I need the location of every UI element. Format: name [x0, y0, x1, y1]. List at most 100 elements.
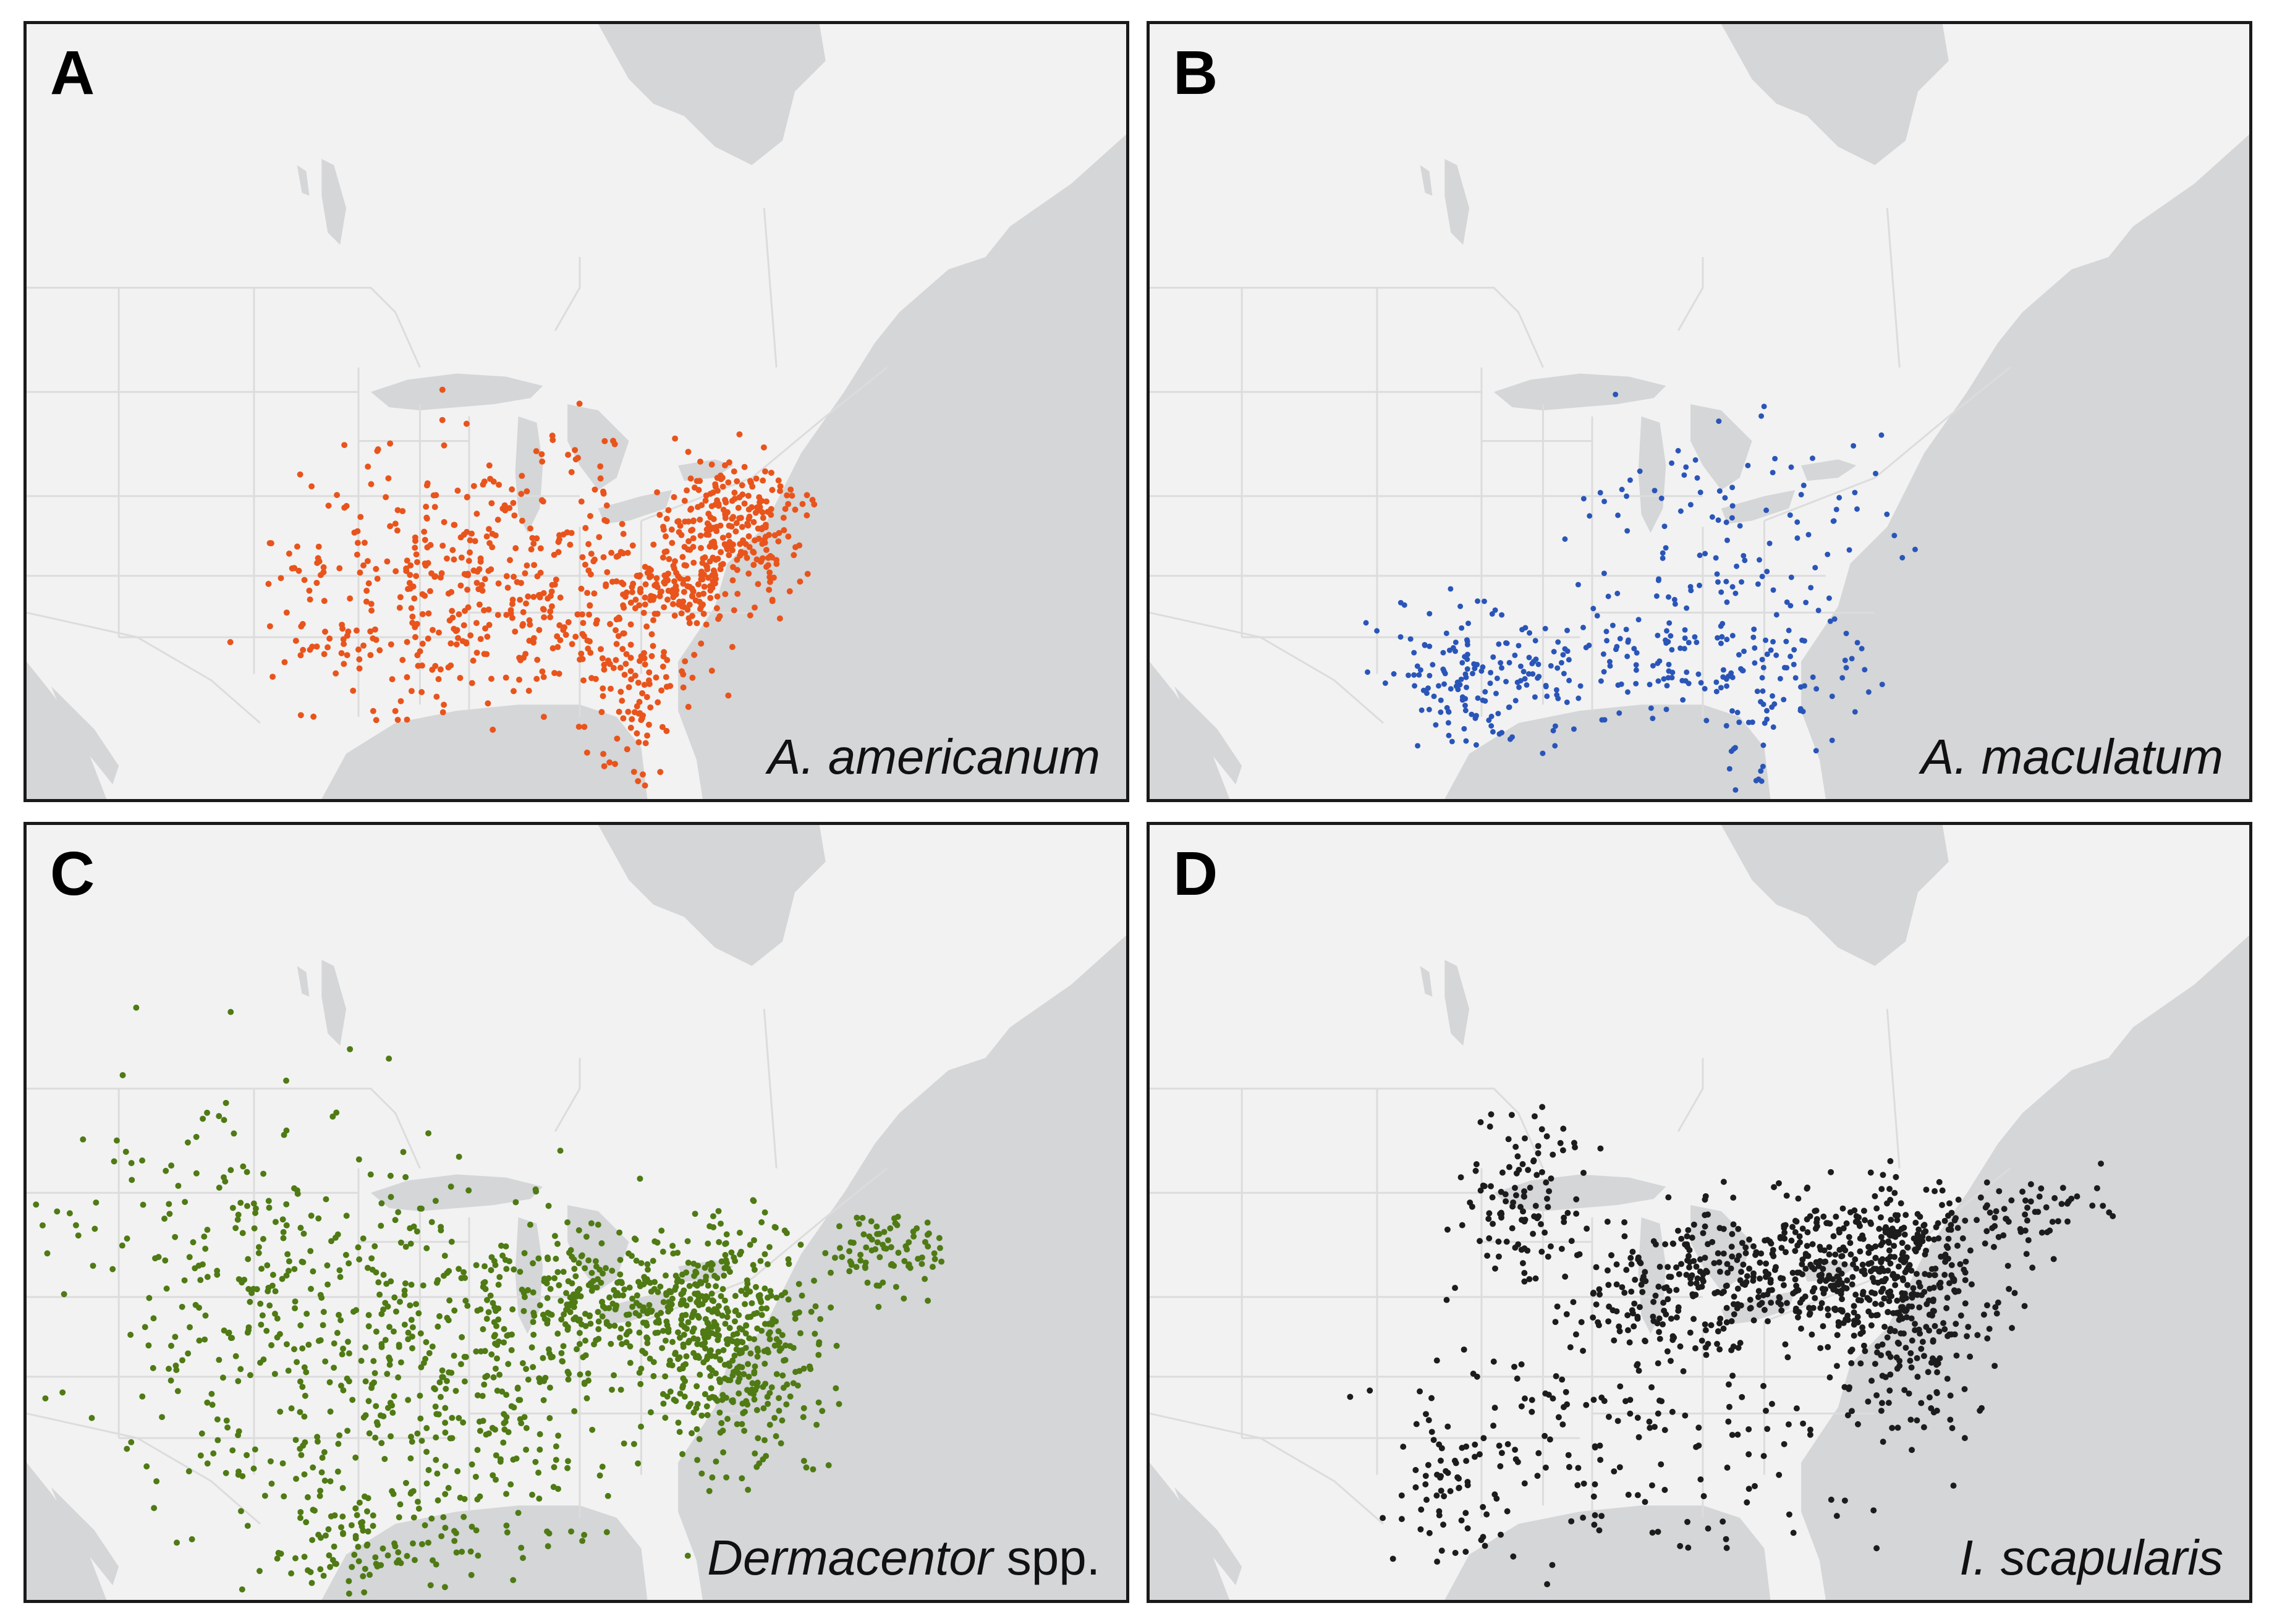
observation-dot — [677, 1390, 684, 1397]
observation-dot — [555, 549, 562, 556]
observation-dot — [1666, 1274, 1673, 1280]
observation-dot — [1433, 1492, 1440, 1499]
observation-dot — [716, 1239, 723, 1245]
observation-dot — [1784, 665, 1790, 671]
observation-dot — [1583, 645, 1589, 651]
observation-dot — [271, 1371, 278, 1377]
observation-dot — [382, 1337, 389, 1343]
observation-dot — [1635, 1434, 1642, 1440]
observation-dot — [488, 1254, 495, 1261]
observation-dot — [1447, 1488, 1454, 1494]
observation-dot — [705, 1240, 711, 1247]
observation-dot — [1562, 536, 1568, 542]
observation-dot — [1879, 682, 1885, 688]
observation-dot — [1843, 1316, 1849, 1323]
observation-dot — [364, 1264, 371, 1271]
observation-dot — [582, 1337, 588, 1344]
observation-dot — [413, 1301, 420, 1308]
observation-dot — [752, 1363, 758, 1370]
gulf-of-california — [1174, 686, 1242, 785]
observation-dot — [1731, 1293, 1737, 1300]
observation-dot — [1794, 1269, 1800, 1276]
observation-dot — [1843, 630, 1849, 636]
observation-dot — [717, 522, 724, 529]
observation-dot — [1898, 1330, 1904, 1337]
observation-dot — [579, 656, 586, 662]
observation-dot — [446, 1297, 453, 1304]
observation-dot — [1436, 1512, 1443, 1519]
observation-dot — [717, 1356, 724, 1363]
observation-dot — [424, 480, 431, 487]
observation-dot — [1580, 1515, 1587, 1521]
observation-dot — [650, 617, 656, 624]
observation-dot — [1889, 1225, 1896, 1232]
observation-dot — [310, 1268, 316, 1275]
observation-dot — [320, 1322, 326, 1329]
observation-dot — [705, 574, 712, 581]
observation-dot — [1597, 489, 1603, 496]
observation-dot — [453, 1549, 460, 1556]
observation-dot — [348, 1522, 355, 1529]
species-label: A. maculatum — [1920, 729, 2223, 784]
observation-dot — [1923, 1186, 1930, 1193]
observation-dot — [708, 461, 715, 468]
observation-dot — [1419, 707, 1425, 713]
observation-dot — [565, 1278, 572, 1285]
observation-dot — [1944, 1376, 1951, 1382]
observation-dot — [1962, 1277, 1969, 1284]
observation-dot — [1907, 1416, 1914, 1423]
lake-nw — [1420, 966, 1433, 997]
species-label: Dermacentor spp. — [707, 1530, 1100, 1585]
observation-dot — [72, 1222, 79, 1229]
observation-dot — [409, 1333, 415, 1340]
observation-dot — [1887, 1158, 1894, 1164]
observation-dot — [425, 610, 432, 617]
observation-dot — [1631, 1300, 1638, 1307]
observation-dot — [575, 724, 582, 730]
observation-dot — [736, 1363, 743, 1370]
observation-dot — [457, 1494, 464, 1501]
observation-dot — [418, 1205, 425, 1212]
observation-dot — [1683, 464, 1689, 470]
observation-dot — [595, 1221, 601, 1228]
observation-dot — [1784, 1354, 1791, 1361]
observation-dot — [663, 1272, 669, 1279]
observation-dot — [1427, 611, 1433, 617]
observation-dot — [1673, 1287, 1680, 1293]
observation-dot — [372, 1434, 379, 1441]
observation-dot — [1516, 684, 1522, 690]
observation-dot — [407, 1302, 414, 1309]
observation-dot — [1716, 1346, 1723, 1353]
observation-dot — [1521, 1218, 1528, 1225]
lake-ontario — [1801, 459, 1857, 481]
observation-dot — [1438, 1445, 1445, 1452]
observation-dot — [226, 1329, 232, 1336]
observation-dot — [742, 1345, 749, 1351]
observation-dot — [458, 1275, 465, 1282]
observation-dot — [736, 1390, 742, 1397]
observation-dot — [412, 534, 418, 541]
observation-dot — [761, 539, 768, 546]
observation-dot — [1437, 1457, 1444, 1464]
observation-dot — [1875, 1343, 1881, 1350]
observation-dot — [497, 1458, 504, 1465]
observation-dot — [1923, 1324, 1930, 1330]
observation-dot — [1573, 1211, 1580, 1217]
observation-dot — [503, 1392, 510, 1398]
observation-dot — [248, 1290, 255, 1296]
observation-dot — [623, 589, 630, 596]
observation-dot — [1761, 1306, 1768, 1313]
observation-dot — [1507, 736, 1513, 742]
observation-dot — [433, 1279, 440, 1286]
observation-dot — [441, 1272, 447, 1279]
observation-dot — [567, 1309, 574, 1316]
observation-dot — [140, 1201, 146, 1208]
observation-dot — [1789, 1224, 1796, 1230]
observation-dot — [1512, 652, 1518, 658]
observation-dot — [724, 1308, 731, 1315]
observation-dot — [1681, 472, 1687, 478]
observation-dot — [447, 1183, 454, 1190]
observation-dot — [278, 575, 284, 582]
observation-dot — [1885, 1267, 1891, 1274]
observation-dot — [625, 1329, 632, 1335]
